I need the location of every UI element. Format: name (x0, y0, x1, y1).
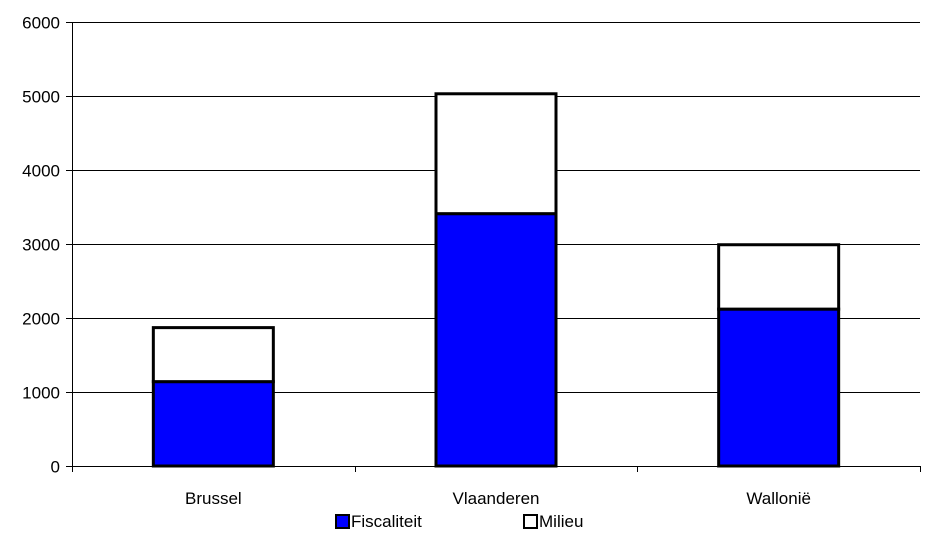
bar-group (151, 92, 841, 468)
legend: Fiscaliteit Milieu (335, 512, 583, 531)
y-tick-label: 2000 (22, 310, 60, 329)
legend-label: Fiscaliteit (351, 512, 422, 531)
legend-label: Milieu (539, 512, 583, 531)
y-axis-tick-labels: 0 1000 2000 3000 4000 5000 6000 (22, 14, 60, 477)
x-category-label: Wallonië (746, 489, 811, 508)
bar-milieu-1 (151, 326, 275, 384)
axes (66, 22, 921, 472)
legend-swatch-milieu (523, 514, 538, 529)
y-tick-label: 6000 (22, 14, 60, 33)
x-category-label: Brussel (185, 489, 242, 508)
bar-fiscaliteit-3 (717, 307, 841, 468)
y-tick-label: 5000 (22, 88, 60, 107)
bar-fiscaliteit-1 (151, 380, 275, 468)
bar-milieu-3 (717, 243, 841, 311)
x-category-label: Vlaanderen (453, 489, 540, 508)
y-tick-label: 0 (51, 458, 60, 477)
y-tick-label: 3000 (22, 236, 60, 255)
y-tick-label: 1000 (22, 384, 60, 403)
x-axis-category-labels: Brussel Vlaanderen Wallonië (185, 489, 811, 508)
bar-milieu-2 (434, 92, 558, 216)
legend-swatch-fiscaliteit (335, 514, 350, 529)
bar-fiscaliteit-2 (434, 212, 558, 468)
y-tick-label: 4000 (22, 162, 60, 181)
